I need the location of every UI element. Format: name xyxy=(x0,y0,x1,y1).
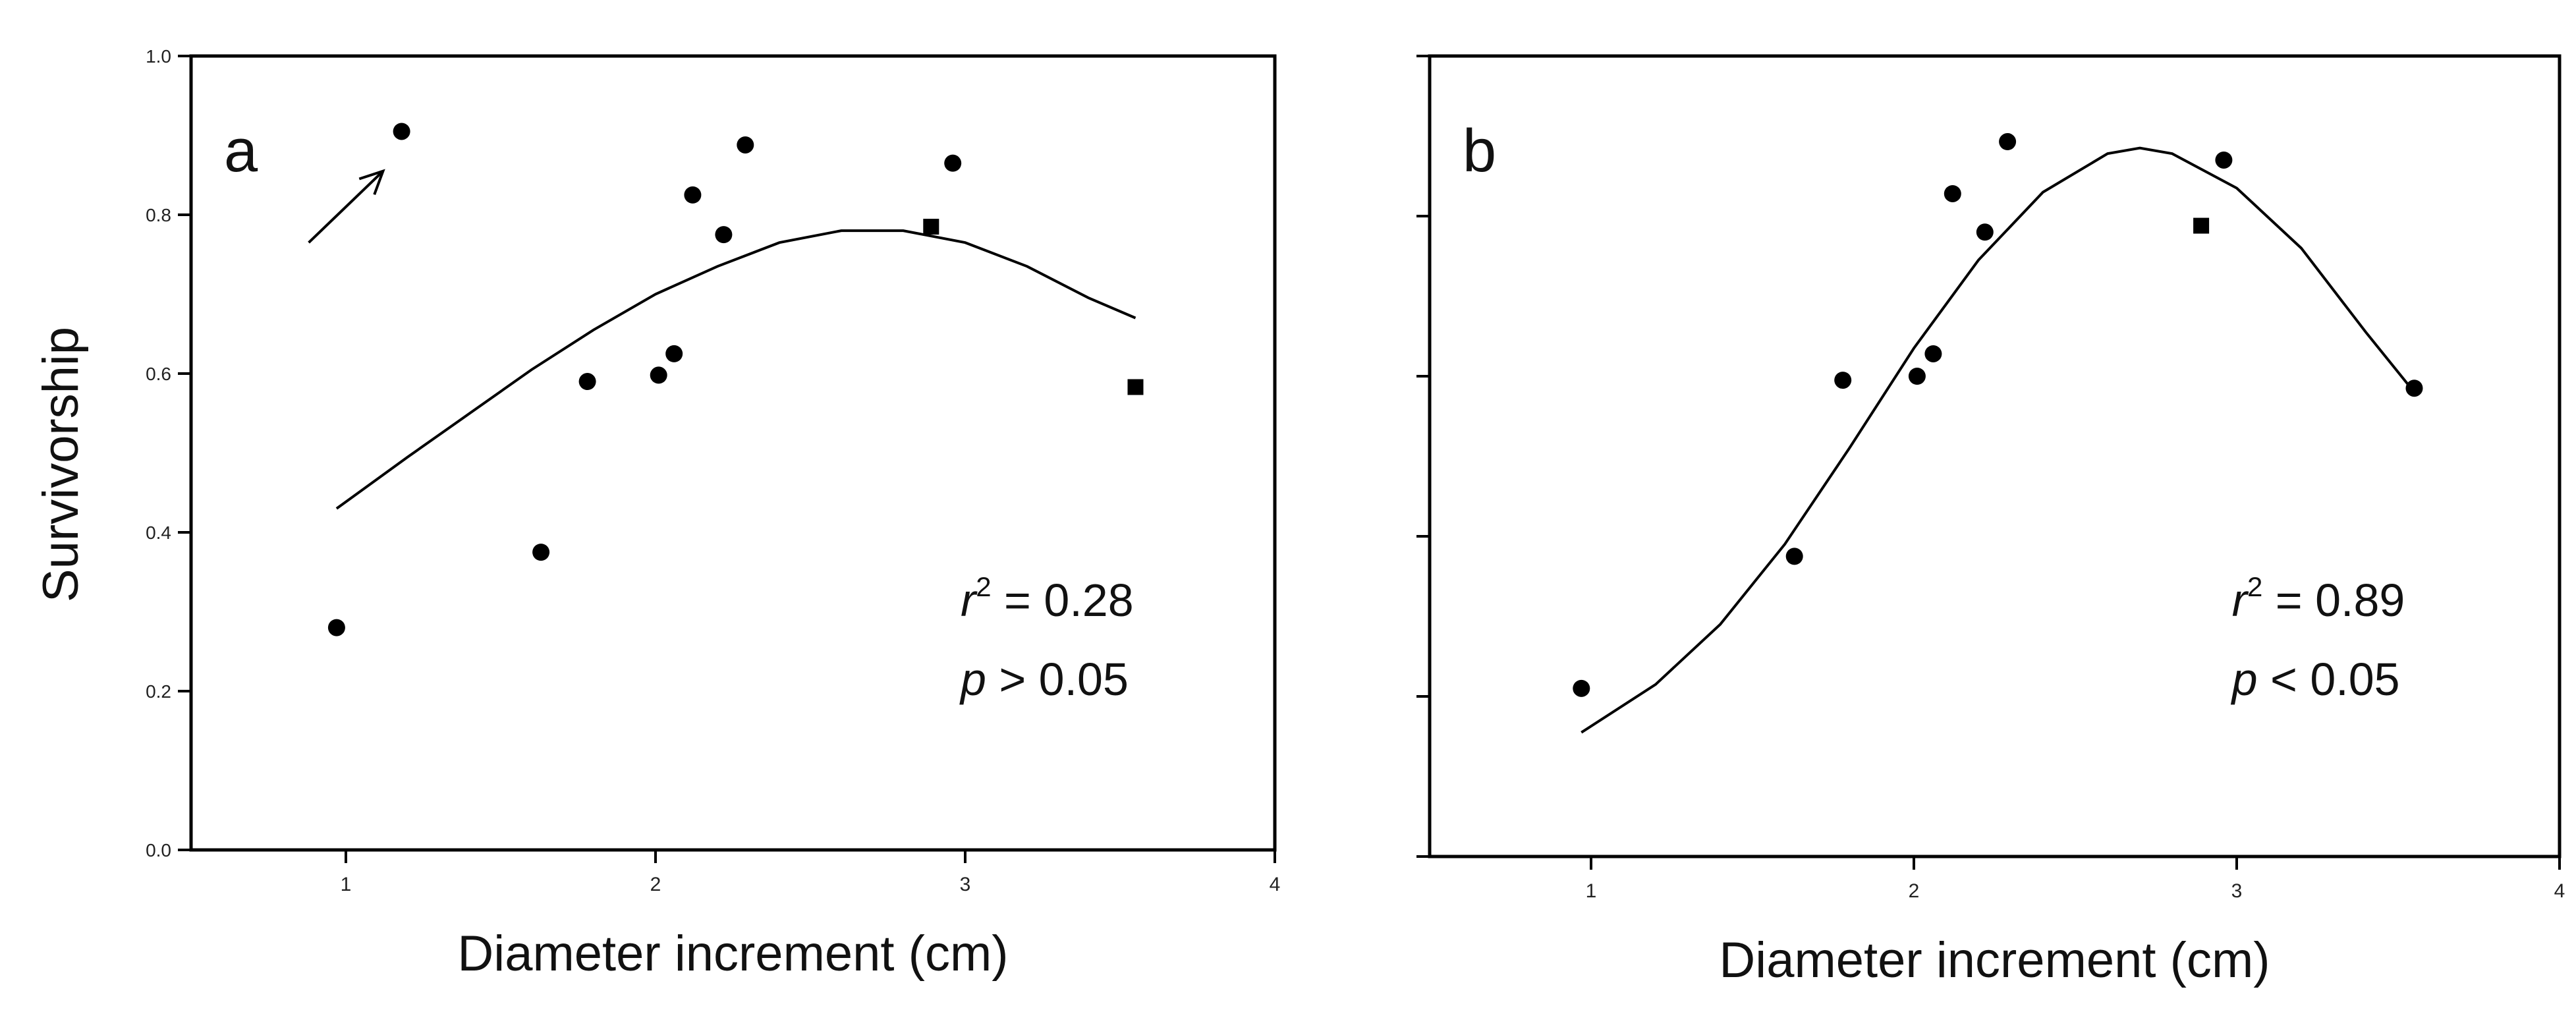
p-value-annotation: p > 0.05 xyxy=(959,654,1129,705)
data-point xyxy=(1127,379,1144,395)
p-value-annotation: p < 0.05 xyxy=(2231,654,2400,705)
fit-curve xyxy=(1581,146,2416,734)
arrow-annotation xyxy=(308,169,385,244)
y-tick-label: 0.8 xyxy=(146,205,171,225)
data-point xyxy=(1944,184,1961,202)
panel-label: b xyxy=(1463,117,1496,184)
panel-label: a xyxy=(224,117,258,184)
data-point xyxy=(393,123,410,140)
fit-curve xyxy=(335,229,1136,510)
data-point xyxy=(578,373,596,391)
y-tick-label: 1.0 xyxy=(146,46,171,67)
x-tick-label: 4 xyxy=(2554,880,2565,902)
data-point xyxy=(684,186,702,204)
chart-panel-b: 1 2 3 4 Diameter increment (cm) b r2 = 0.89 p <… xyxy=(1416,54,2565,988)
data-point xyxy=(327,619,345,636)
plot-frame xyxy=(1428,54,2562,858)
data-point xyxy=(737,136,754,154)
y-tick-label: 0.2 xyxy=(146,681,171,702)
data-point xyxy=(1924,345,1942,362)
r-squared-annotation: r2 = 0.89 xyxy=(2232,571,2405,626)
x-tick-label: 1 xyxy=(341,874,352,895)
chart-panel-a: 1 2 3 4 0.0 0.2 0.4 0.6 0.8 1.0 Diameter increment… xyxy=(146,46,1280,982)
data-point xyxy=(1999,133,2017,151)
data-point xyxy=(1908,368,1926,385)
x-tick-label: 1 xyxy=(1586,880,1597,902)
x-tick-label: 3 xyxy=(2231,880,2243,902)
data-point xyxy=(944,154,962,172)
plot-frame xyxy=(189,54,1277,852)
data-point xyxy=(2405,380,2423,397)
y-axis-label: Survivorship xyxy=(33,327,89,602)
data-point xyxy=(1573,679,1590,697)
data-point xyxy=(1834,372,1852,389)
data-point xyxy=(2215,151,2233,169)
x-tick-label: 2 xyxy=(650,874,661,895)
data-point xyxy=(923,219,939,235)
data-point xyxy=(532,544,550,561)
x-tick-label: 3 xyxy=(960,874,971,895)
data-point xyxy=(1785,548,1803,565)
data-point xyxy=(2193,217,2210,234)
r-squared-annotation: r2 = 0.28 xyxy=(961,571,1134,626)
y-tick-label: 0.4 xyxy=(146,522,171,543)
data-point xyxy=(650,366,667,384)
x-axis-label: Diameter increment (cm) xyxy=(457,926,1008,982)
x-axis-label: Diameter increment (cm) xyxy=(1719,932,2270,988)
x-tick-label: 4 xyxy=(1270,874,1281,895)
data-point xyxy=(715,226,733,244)
data-point xyxy=(1976,223,1994,241)
data-point xyxy=(665,345,683,362)
x-tick-label: 2 xyxy=(1909,880,1920,902)
y-tick-label: 0.0 xyxy=(146,840,171,860)
y-tick-label: 0.6 xyxy=(146,364,171,384)
